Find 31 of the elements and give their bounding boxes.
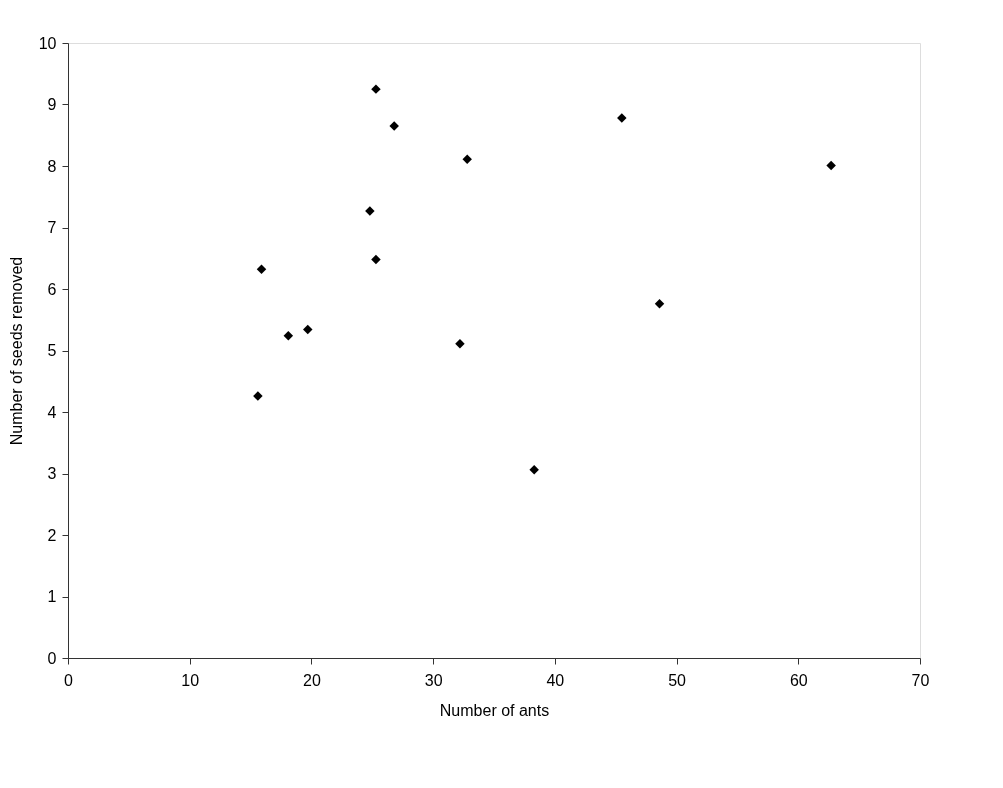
y-tick-label: 9 — [47, 96, 57, 113]
x-tick-label: 10 — [181, 671, 200, 689]
x-tick-label: 70 — [911, 671, 930, 689]
x-tick-label: 30 — [424, 671, 443, 689]
y-tick-label: 0 — [47, 649, 57, 667]
x-tick-label: 40 — [546, 671, 565, 689]
x-tick-label: 60 — [789, 671, 808, 689]
point — [283, 331, 294, 341]
y-tick-label: 4 — [47, 403, 57, 421]
x-axis-title: Number of ants — [439, 701, 550, 719]
y-tick-label: 5 — [47, 342, 57, 359]
x-tick-label: 0 — [64, 671, 74, 689]
y-tick-label: 8 — [47, 157, 57, 175]
y-tick-label: 2 — [47, 526, 57, 544]
y-tick-label: 3 — [47, 465, 57, 482]
point — [826, 160, 836, 171]
point — [462, 154, 472, 164]
point — [365, 206, 375, 216]
point — [371, 254, 381, 265]
y-tick-label: 10 — [38, 34, 57, 52]
point — [529, 465, 539, 475]
point — [455, 338, 465, 349]
x-tick-label: 20 — [303, 671, 321, 689]
x-tick-label: 50 — [668, 671, 687, 689]
point — [256, 264, 267, 275]
y-tick-label: 7 — [47, 219, 57, 236]
point — [654, 299, 665, 309]
point — [303, 324, 313, 335]
y-tick-label: 1 — [47, 588, 57, 605]
y-tick-label: 6 — [47, 280, 57, 298]
y-axis-title: Number of seeds removed — [7, 256, 25, 446]
